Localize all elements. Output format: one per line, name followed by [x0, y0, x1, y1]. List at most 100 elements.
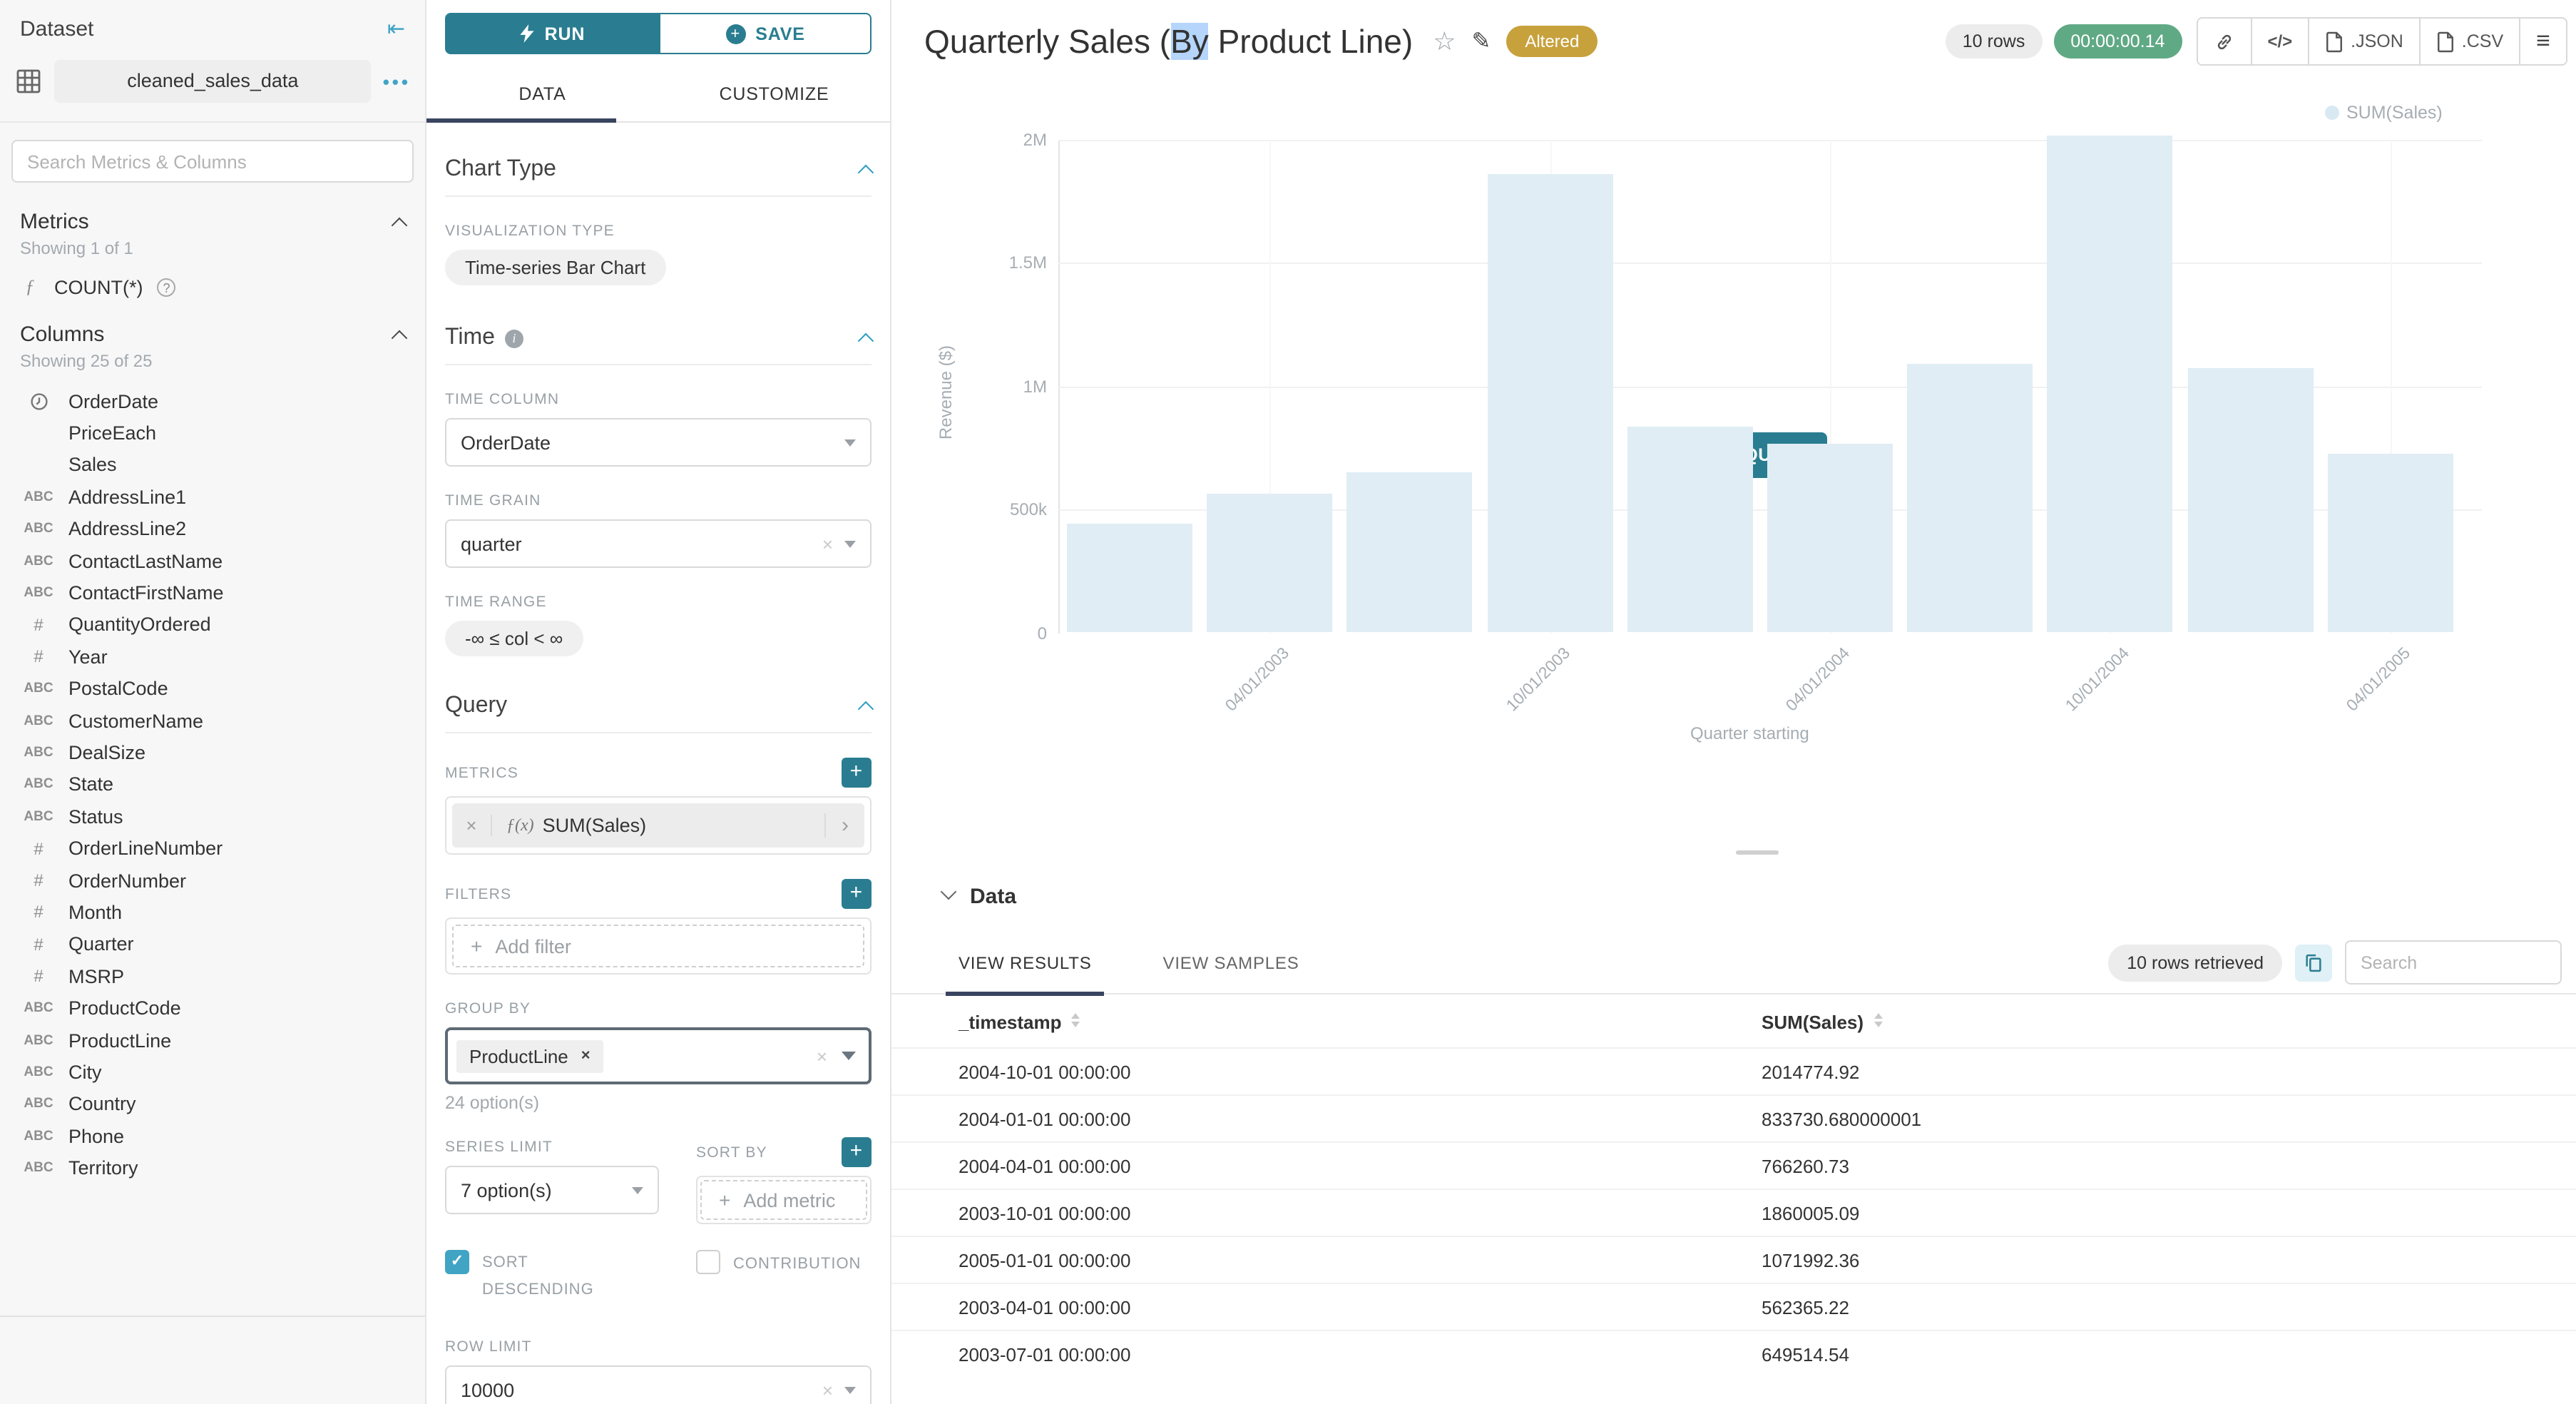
add-filter-button[interactable]: +	[842, 879, 872, 909]
column-item[interactable]: ABC AddressLine1	[0, 481, 425, 513]
column-name: Month	[68, 901, 123, 923]
table-cell: 2003-10-01 00:00:00	[891, 1189, 1762, 1236]
collapse-sidebar-icon[interactable]: ⇤	[387, 17, 405, 41]
chart-title[interactable]: Quarterly Sales (By Product Line)	[924, 22, 1413, 61]
bar-sum-sales[interactable]	[1907, 364, 2033, 633]
group-by-select[interactable]: ProductLine × ×	[445, 1027, 872, 1084]
group-by-label: GROUP BY	[445, 1000, 531, 1017]
chevron-down-icon[interactable]	[940, 883, 957, 900]
chevron-up-icon[interactable]	[391, 216, 408, 233]
column-item[interactable]: ABC ContactLastName	[0, 545, 425, 577]
series-limit-select[interactable]: 7 option(s)	[445, 1166, 659, 1214]
column-item[interactable]: ABC PostalCode	[0, 673, 425, 705]
column-header-timestamp[interactable]: _timestamp	[891, 994, 1762, 1048]
expand-metric-icon[interactable]: ›	[824, 813, 864, 838]
tab-view-samples[interactable]: VIEW SAMPLES	[1163, 931, 1299, 994]
column-name: CustomerName	[68, 710, 204, 732]
copy-data-button[interactable]	[2295, 944, 2332, 981]
column-item[interactable]: ABC ContactFirstName	[0, 577, 425, 609]
add-sort-metric-dropzone[interactable]: + Add metric	[700, 1180, 867, 1220]
column-item[interactable]: ABC City	[0, 1056, 425, 1088]
embed-code-button[interactable]: </>	[2250, 19, 2309, 64]
sort-by-label: SORT BY	[696, 1144, 767, 1161]
group-by-chip-label: ProductLine	[469, 1045, 568, 1067]
favorite-star-icon[interactable]: ☆	[1433, 26, 1456, 55]
column-item[interactable]: ABC ProductCode	[0, 992, 425, 1024]
time-column-select[interactable]: OrderDate	[445, 418, 872, 467]
edit-title-icon[interactable]: ✎	[1471, 30, 1491, 54]
bar-sum-sales[interactable]	[2187, 368, 2314, 633]
column-item[interactable]: ABC AddressLine2	[0, 513, 425, 545]
sort-descending-checkbox[interactable]: ✓	[445, 1250, 469, 1274]
column-item[interactable]: # OrderNumber	[0, 865, 425, 897]
bar-sum-sales[interactable]	[1067, 523, 1192, 633]
column-item[interactable]: PriceEach	[0, 417, 425, 449]
chevron-up-icon[interactable]	[857, 332, 874, 350]
column-name: DealSize	[68, 741, 146, 763]
chevron-up-icon[interactable]	[857, 701, 874, 718]
column-item[interactable]: OrderDate	[0, 385, 425, 417]
chart-actions-group: </> .JSON .CSV ≡	[2196, 17, 2567, 66]
row-limit-select[interactable]: 10000 ×	[445, 1365, 872, 1404]
tab-view-results[interactable]: VIEW RESULTS	[946, 931, 1105, 995]
search-metrics-columns-input[interactable]	[11, 140, 414, 183]
column-item[interactable]: ABC Status	[0, 800, 425, 833]
chart-legend[interactable]: SUM(Sales)	[2325, 103, 2443, 123]
bar-sum-sales[interactable]	[2047, 136, 2173, 633]
bar-sum-sales[interactable]	[1207, 494, 1333, 633]
bar-sum-sales[interactable]	[1767, 444, 1893, 633]
data-search-input[interactable]	[2345, 940, 2562, 985]
metric-chip[interactable]: × ƒ(x) SUM(Sales) ›	[452, 803, 864, 848]
viz-type-pill[interactable]: Time-series Bar Chart	[445, 250, 666, 285]
column-item[interactable]: ABC Country	[0, 1088, 425, 1120]
column-item[interactable]: # Year	[0, 641, 425, 673]
column-item[interactable]: # Month	[0, 897, 425, 929]
bar-sum-sales[interactable]	[1346, 472, 1473, 633]
clear-icon[interactable]: ×	[822, 1379, 833, 1401]
column-item[interactable]: ABC State	[0, 768, 425, 800]
column-item[interactable]: # OrderLineNumber	[0, 833, 425, 865]
dataset-more-icon[interactable]: •••	[382, 71, 411, 92]
column-item[interactable]: ABC Territory	[0, 1152, 425, 1184]
time-range-pill[interactable]: -∞ ≤ col < ∞	[445, 621, 583, 656]
export-json-button[interactable]: .JSON	[2308, 19, 2419, 64]
group-by-options-count: 24 option(s)	[445, 1093, 540, 1113]
bar-sum-sales[interactable]	[2327, 454, 2453, 633]
time-grain-label: TIME GRAIN	[445, 492, 541, 509]
column-item[interactable]: # QuantityOrdered	[0, 609, 425, 641]
remove-group-by-icon[interactable]: ×	[581, 1047, 591, 1064]
add-filter-dropzone[interactable]: + Add filter	[452, 925, 864, 967]
clear-icon[interactable]: ×	[822, 533, 833, 554]
column-header-sum-sales[interactable]: SUM(Sales)	[1762, 994, 2576, 1048]
tab-customize[interactable]: CUSTOMIZE	[719, 84, 829, 104]
export-csv-button[interactable]: .CSV	[2418, 19, 2520, 64]
run-button[interactable]: RUN	[445, 13, 659, 54]
tab-data[interactable]: DATA	[518, 84, 566, 104]
panel-resize-handle[interactable]	[1736, 850, 1779, 855]
bar-sum-sales[interactable]	[1627, 427, 1753, 633]
metric-item[interactable]: ƒ COUNT(*) ?	[0, 264, 425, 310]
save-button[interactable]: + SAVE	[658, 13, 872, 54]
column-item[interactable]: ABC DealSize	[0, 737, 425, 769]
bar-sum-sales[interactable]	[1487, 174, 1613, 633]
add-sort-metric-button[interactable]: +	[842, 1137, 872, 1167]
group-by-chip[interactable]: ProductLine ×	[456, 1039, 603, 1072]
column-item[interactable]: ABC CustomerName	[0, 705, 425, 737]
add-metric-button[interactable]: +	[842, 758, 872, 788]
column-item[interactable]: # Quarter	[0, 928, 425, 960]
column-item[interactable]: ABC Phone	[0, 1120, 425, 1152]
contribution-checkbox[interactable]	[696, 1250, 720, 1274]
chart-menu-button[interactable]: ≡	[2519, 19, 2566, 64]
column-item[interactable]: ABC ProductLine	[0, 1024, 425, 1057]
chevron-up-icon[interactable]	[391, 329, 408, 346]
time-grain-select[interactable]: quarter ×	[445, 519, 872, 568]
remove-metric-icon[interactable]: ×	[452, 815, 492, 836]
chevron-up-icon[interactable]	[857, 164, 874, 181]
column-item[interactable]: Sales	[0, 449, 425, 482]
altered-badge[interactable]: Altered	[1506, 26, 1598, 57]
add-metric-label: Add metric	[743, 1189, 836, 1211]
copy-link-button[interactable]	[2197, 19, 2251, 64]
column-item[interactable]: # MSRP	[0, 960, 425, 992]
clear-icon[interactable]: ×	[816, 1045, 827, 1067]
dataset-name[interactable]: cleaned_sales_data	[54, 60, 372, 103]
